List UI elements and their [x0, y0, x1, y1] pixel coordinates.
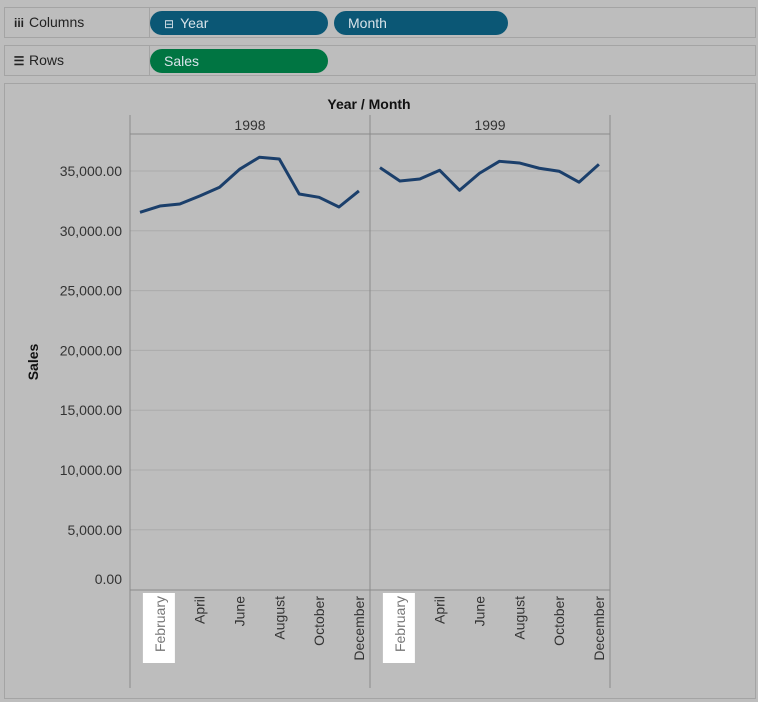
x-tick-label: April: [192, 596, 208, 624]
sales-line-1998: [139, 155, 360, 214]
sales-pill-label: Sales: [164, 53, 200, 69]
viz-area: [4, 83, 756, 699]
y-tick-label: 20,000.00: [60, 342, 122, 358]
collapse-icon[interactable]: ⊟: [164, 17, 175, 31]
highlight-box: [382, 593, 415, 663]
x-tick-label: August: [271, 596, 287, 640]
y-tick-label: 15,000.00: [60, 402, 122, 418]
chart-title: Year / Month: [327, 96, 410, 112]
columns-label: Columns: [29, 14, 85, 30]
x-tick-label: October: [311, 596, 327, 646]
y-tick-label: 25,000.00: [60, 283, 122, 299]
columns-icon: iii: [13, 16, 24, 30]
sales-pill[interactable]: Sales: [150, 49, 328, 73]
year-pill[interactable]: ⊟ Year: [150, 11, 328, 35]
rows-shelf: ☰ Rows Sales: [4, 45, 756, 76]
month-pill-label: Month: [348, 15, 387, 31]
columns-shelf-label: iii Columns: [5, 8, 150, 37]
x-tick-label: December: [591, 596, 607, 661]
y-tick-label: 0.00: [95, 571, 122, 587]
x-tick-label: June: [232, 596, 248, 627]
y-tick-label: 35,000.00: [60, 163, 122, 179]
x-tick-label: June: [472, 596, 488, 627]
x-tick-label: February: [152, 596, 168, 652]
year-header-1998: 1998: [234, 117, 265, 133]
highlight-box: [142, 593, 175, 663]
y-tick-label: 10,000.00: [60, 462, 122, 478]
year-header-1999: 1999: [474, 117, 505, 133]
x-tick-label: April: [432, 596, 448, 624]
rows-label: Rows: [29, 52, 65, 68]
columns-shelf: iii Columns ⊟ Year Month: [4, 7, 756, 38]
x-tick-label: December: [351, 596, 367, 661]
rows-shelf-label: ☰ Rows: [5, 46, 150, 75]
y-tick-label: 5,000.00: [68, 522, 123, 538]
x-tick-label: August: [511, 596, 527, 640]
y-axis-label: Sales: [25, 343, 41, 380]
rows-icon: ☰: [13, 54, 25, 68]
x-tick-label: February: [392, 596, 408, 652]
x-tick-label: October: [551, 596, 567, 646]
month-pill[interactable]: Month: [334, 11, 508, 35]
y-tick-label: 30,000.00: [60, 223, 122, 239]
sales-line-1999: [379, 159, 600, 192]
year-pill-label: Year: [180, 15, 209, 31]
